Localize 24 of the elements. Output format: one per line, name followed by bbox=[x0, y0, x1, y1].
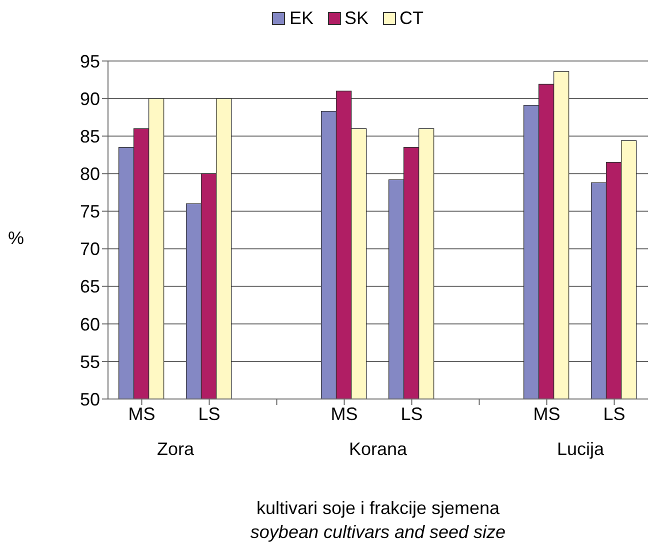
y-tick-label: 95 bbox=[80, 51, 100, 72]
text: Korana bbox=[348, 439, 408, 460]
y-tick-label: 85 bbox=[80, 126, 100, 146]
x-tick-label: MS bbox=[330, 404, 358, 424]
legend-label: EK bbox=[289, 8, 314, 29]
legend-label: SK bbox=[344, 8, 369, 29]
y-tick-label: 70 bbox=[80, 239, 100, 260]
x-tick-label: LS bbox=[400, 404, 423, 424]
x-tick-label: MS bbox=[128, 404, 156, 424]
y-tick-label: 60 bbox=[80, 314, 100, 334]
x-tick-label: LS bbox=[198, 404, 220, 424]
y-tick-label: 80 bbox=[80, 164, 100, 184]
y-axis-title: % bbox=[8, 228, 24, 249]
y-tick-label: 55 bbox=[80, 352, 100, 372]
x-tick-label: MS bbox=[533, 404, 560, 424]
x-axis-title: kultivari soje i frakcije sjemena soybean cultivars and seed size bbox=[249, 498, 507, 543]
y-tick-label: 75 bbox=[80, 202, 100, 222]
y-tick-label: 65 bbox=[80, 276, 100, 297]
text: Lucija bbox=[556, 439, 606, 460]
y-tick-label: 90 bbox=[80, 88, 100, 109]
y-tick-label: 50 bbox=[80, 389, 100, 410]
legend-label: CT bbox=[400, 8, 424, 29]
text: Zora bbox=[156, 439, 195, 460]
x-tick-label: LS bbox=[603, 404, 626, 424]
